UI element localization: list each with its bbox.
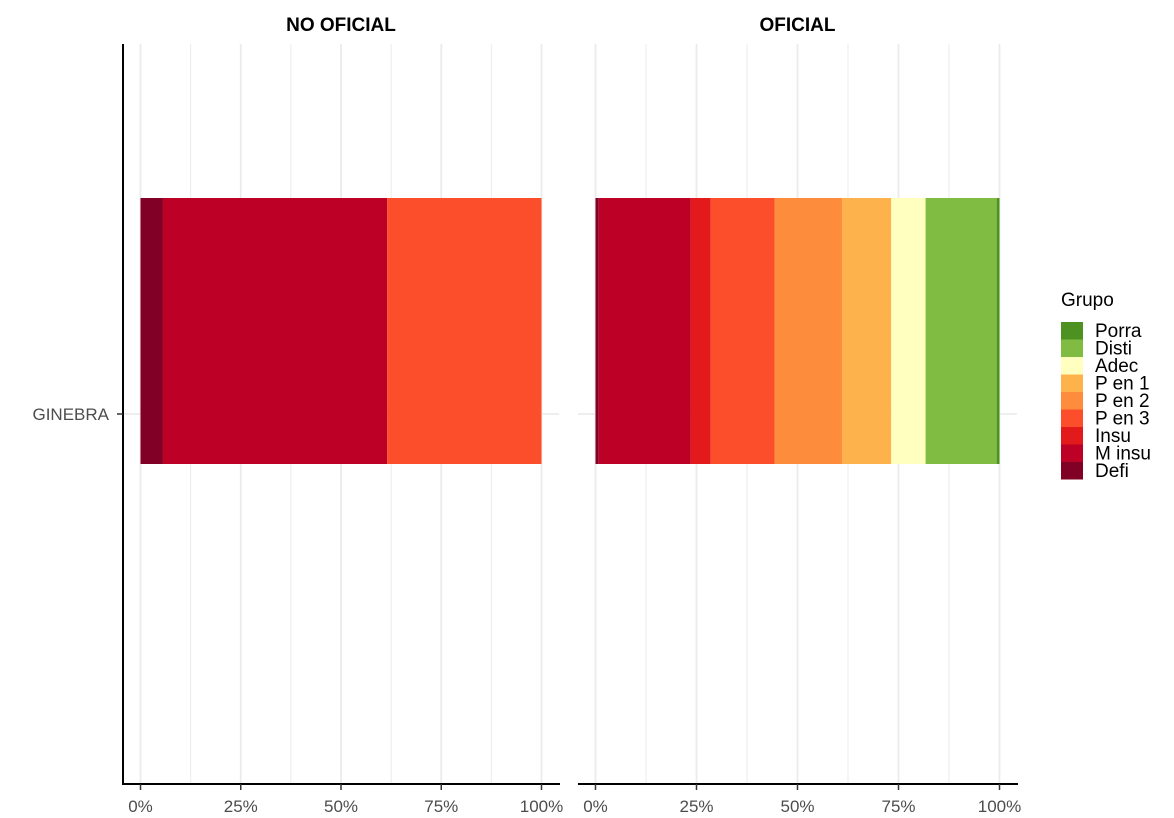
x-tick-label: 0% [583,797,608,816]
legend-label: P en 2 [1095,391,1150,412]
bar-segment-p-en-3 [387,198,542,464]
bar-segment-p-en-1 [842,198,892,464]
bar-segment-m-insu [598,198,691,464]
legend-swatch-p-en-2 [1061,392,1083,410]
x-tick-label: 100% [978,797,1021,816]
legend-swatch-adec [1061,357,1083,375]
legend-swatch-m-insu [1061,444,1083,462]
legend-swatch-disti [1061,339,1083,357]
legend-label: Disti [1095,339,1132,360]
legend-title: Grupo [1061,290,1114,311]
x-tick-label: 75% [424,797,458,816]
x-tick-label: 50% [780,797,814,816]
axes [117,44,1018,790]
x-tick-label: 50% [324,797,358,816]
bar-segment-defi [140,198,163,464]
bar-segment-p-en-3 [710,198,775,464]
legend-label: Adec [1095,356,1138,377]
facet-title: OFICIAL [760,15,836,36]
y-tick-label: GINEBRA [32,405,109,424]
bar-segment-defi [595,198,599,464]
bar-segment-disti [925,198,997,464]
legend-swatch-insu [1061,427,1083,445]
legend-swatch-p-en-3 [1061,409,1083,427]
x-tick-label: 75% [881,797,915,816]
x-tick-label: 25% [679,797,713,816]
bar-segment-porra [996,198,1000,464]
legend-label: P en 3 [1095,409,1150,430]
legend-label: P en 1 [1095,374,1150,395]
legend-swatch-p-en-1 [1061,374,1083,392]
legend-swatch-porra [1061,322,1083,340]
bar-segment-insu [690,198,711,464]
x-tick-label: 0% [128,797,153,816]
legend-label: M insu [1095,444,1151,465]
bar-segment-p-en-2 [774,198,843,464]
legend-label: Porra [1095,321,1142,342]
x-tick-label: 25% [224,797,258,816]
chart-labels: GINEBRA 0% 25% 50% 75% 100% NO OFICIAL 0% 25% 50… [32,15,1021,816]
legend-label: Insu [1095,426,1131,447]
bar-segment-adec [891,198,926,464]
x-tick-label: 100% [520,797,563,816]
legend-swatch-defi [1061,462,1083,480]
legend-label: Defi [1095,461,1129,482]
bar-segment-m-insu [162,198,388,464]
bar-segments [140,198,1000,464]
facet-title: NO OFICIAL [286,15,396,36]
